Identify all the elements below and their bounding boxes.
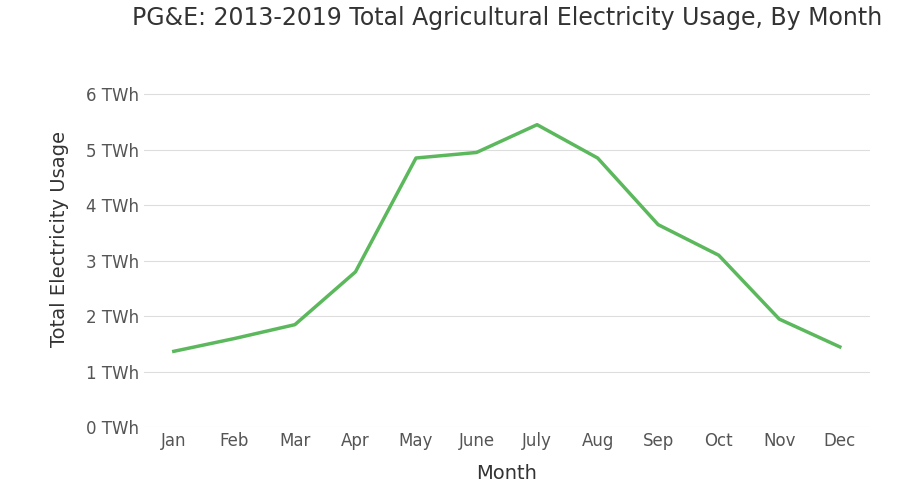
Title: PG&E: 2013-2019 Total Agricultural Electricity Usage, By Month: PG&E: 2013-2019 Total Agricultural Elect… bbox=[132, 5, 882, 30]
X-axis label: Month: Month bbox=[476, 464, 537, 483]
Y-axis label: Total Electricity Usage: Total Electricity Usage bbox=[50, 131, 69, 346]
